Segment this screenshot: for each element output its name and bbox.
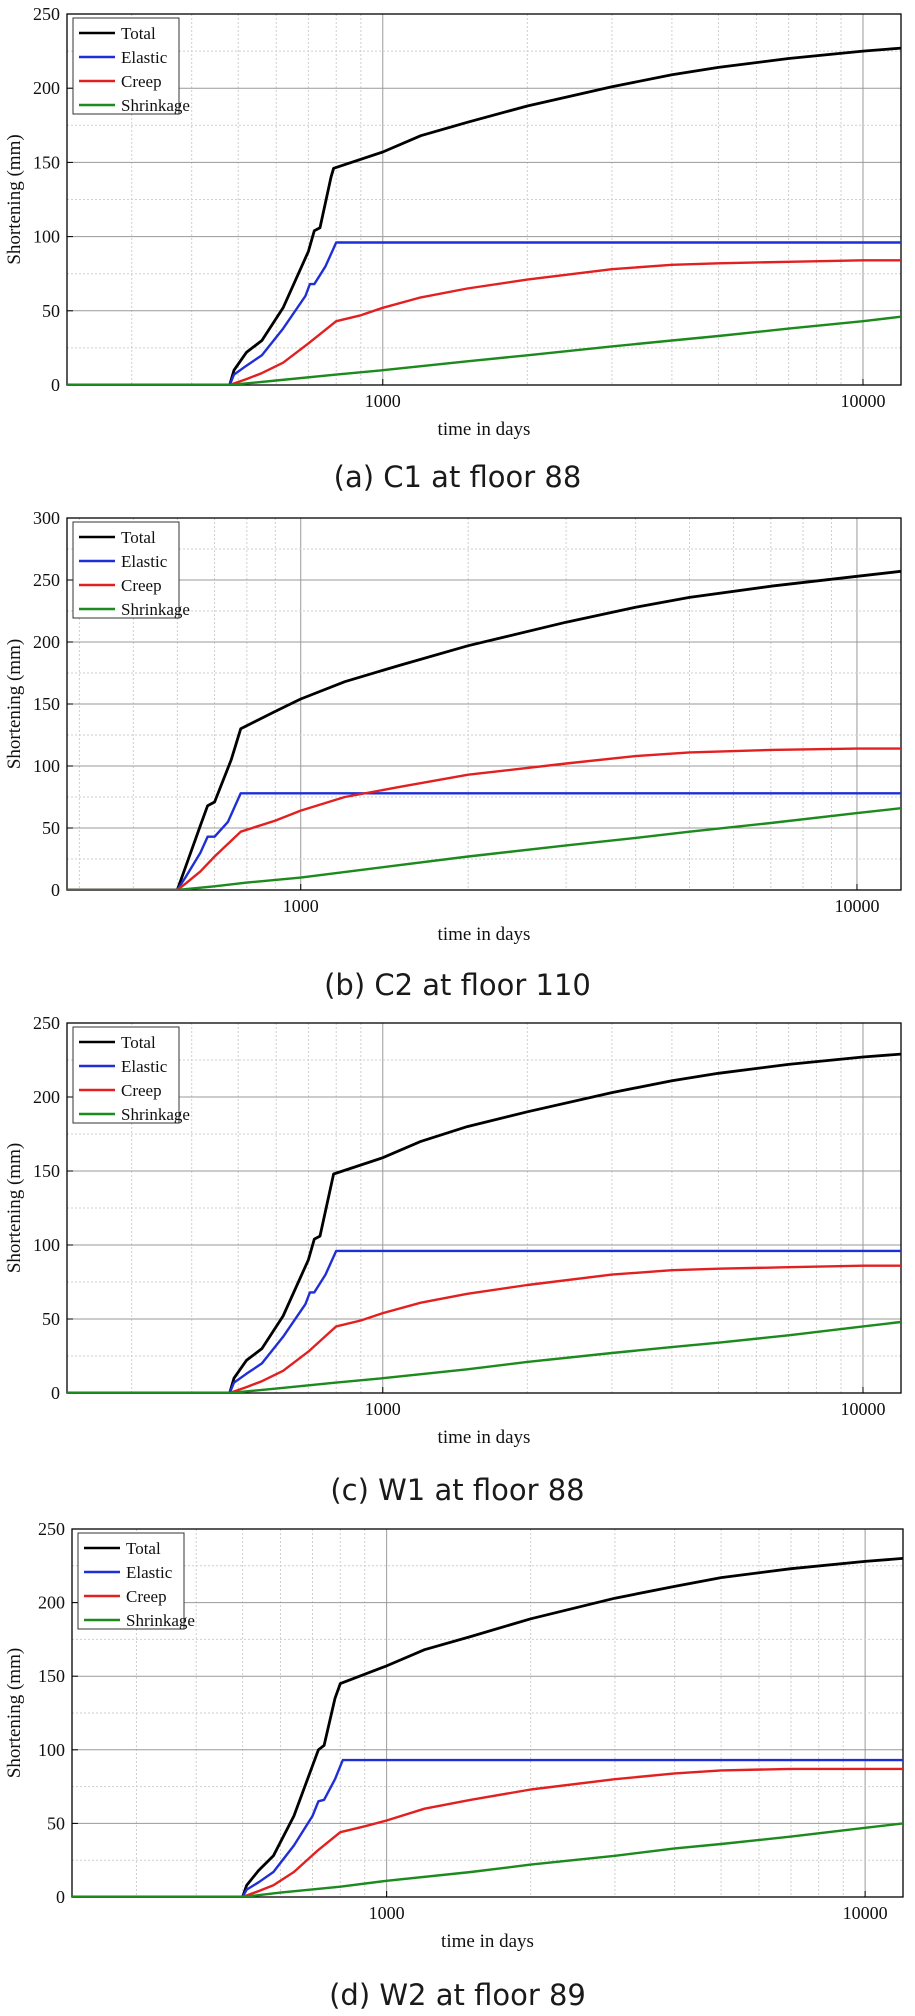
series-line-elastic	[67, 792, 901, 890]
legend-label-shrinkage: Shrinkage	[126, 1611, 195, 1630]
series-line-total	[67, 46, 901, 385]
y-tick-label: 50	[42, 301, 60, 321]
x-axis-title: time in days	[438, 419, 531, 440]
legend-label-elastic: Elastic	[121, 552, 168, 571]
legend-label-elastic: Elastic	[121, 48, 168, 67]
legend-label-creep: Creep	[121, 72, 162, 91]
series-line-shrinkage	[67, 807, 901, 890]
y-tick-label: 200	[33, 78, 60, 98]
chart-panel-a: 0 50 100 150 200 250 1000 10000 time in days Shor…	[0, 0, 915, 505]
grid	[67, 518, 901, 890]
y-tick-label: 300	[33, 508, 60, 528]
y-tick-label: 0	[56, 1887, 65, 1907]
y-tick-label: 200	[33, 1087, 60, 1107]
x-tick-label: 10000	[843, 1903, 888, 1923]
legend-label-shrinkage: Shrinkage	[121, 1105, 190, 1124]
y-tick-label: 200	[38, 1593, 65, 1613]
legend-label-total: Total	[121, 1033, 156, 1052]
series-line-creep	[67, 259, 901, 385]
chart-panel-b: 0 50 100 150 200 250 300 1000 10000 time in days S…	[0, 505, 915, 1010]
y-axis-title: Shortening (mm)	[4, 134, 25, 264]
chart-a-svg: 0 50 100 150 200 250 1000 10000 time in days Shor…	[4, 4, 902, 440]
legend-label-total: Total	[121, 24, 156, 43]
series-group	[67, 46, 901, 385]
x-tick-label: 10000	[834, 896, 879, 916]
grid	[72, 1529, 903, 1897]
series-line-total	[72, 1557, 903, 1897]
legend: Total Elastic Creep Shrinkage	[77, 1532, 195, 1630]
legend-label-creep: Creep	[126, 1587, 167, 1606]
y-axis-title: Shortening (mm)	[4, 1648, 25, 1778]
x-tick-label: 1000	[283, 896, 319, 916]
series-group	[72, 1557, 903, 1897]
series-line-elastic	[67, 241, 901, 385]
legend-label-elastic: Elastic	[121, 1057, 168, 1076]
y-tick-label: 250	[33, 4, 60, 24]
y-tick-label: 50	[47, 1813, 65, 1833]
y-tick-label: 150	[33, 1161, 60, 1181]
x-tick-label: 1000	[369, 1903, 405, 1923]
series-line-elastic	[67, 1249, 901, 1393]
chart-panel-d: 0 50 100 150 200 250 1000 10000 time in days Shor…	[0, 1515, 915, 2016]
x-tick-label: 10000	[840, 1399, 885, 1419]
y-tick-label: 150	[33, 152, 60, 172]
y-tick-label: 50	[42, 818, 60, 838]
y-axis-title: Shortening (mm)	[4, 639, 25, 769]
series-line-creep	[72, 1767, 903, 1897]
series-line-creep	[67, 747, 901, 890]
legend-label-creep: Creep	[121, 1081, 162, 1100]
legend-label-creep: Creep	[121, 576, 162, 595]
y-tick-label: 100	[33, 756, 60, 776]
y-tick-label: 0	[51, 375, 60, 395]
y-axis-title: Shortening (mm)	[4, 1143, 25, 1273]
series-group	[67, 569, 901, 890]
y-tick-label: 200	[33, 632, 60, 652]
y-tick-label: 250	[33, 1013, 60, 1033]
legend: Total Elastic Creep Shrinkage	[72, 521, 190, 619]
plot-frame	[71, 1528, 904, 1898]
legend: Total Elastic Creep Shrinkage	[72, 17, 190, 115]
series-line-creep	[67, 1264, 901, 1393]
y-tick-label: 50	[42, 1309, 60, 1329]
y-tick-label: 100	[33, 1235, 60, 1255]
legend-label-total: Total	[126, 1539, 161, 1558]
x-tick-label: 1000	[365, 1399, 401, 1419]
caption-a: (a) C1 at floor 88	[333, 460, 582, 494]
caption-d: (d) W2 at floor 89	[329, 1978, 586, 2012]
x-axis-title: time in days	[438, 1427, 531, 1448]
series-line-shrinkage	[67, 1320, 901, 1393]
x-tick-label: 1000	[365, 391, 401, 411]
x-tick-label: 10000	[840, 391, 885, 411]
series-line-shrinkage	[67, 315, 901, 385]
chart-panel-c: 0 50 100 150 200 250 1000 10000 time in days Shor…	[0, 1010, 915, 1515]
plot-frame	[66, 13, 902, 386]
legend: Total Elastic Creep Shrinkage	[72, 1026, 190, 1124]
legend-label-shrinkage: Shrinkage	[121, 96, 190, 115]
chart-b-svg: 0 50 100 150 200 250 300 1000 10000 time in days S…	[4, 508, 902, 945]
x-axis-title: time in days	[438, 924, 531, 945]
y-tick-label: 150	[38, 1666, 65, 1686]
y-tick-label: 0	[51, 880, 60, 900]
chart-d-svg: 0 50 100 150 200 250 1000 10000 time in days Shor…	[4, 1519, 904, 1952]
legend-label-shrinkage: Shrinkage	[121, 600, 190, 619]
y-tick-label: 100	[33, 227, 60, 247]
y-tick-label: 150	[33, 694, 60, 714]
y-tick-label: 0	[51, 1383, 60, 1403]
grid	[67, 1023, 901, 1393]
caption-b: (b) C2 at floor 110	[324, 968, 591, 1002]
y-tick-label: 250	[38, 1519, 65, 1539]
series-line-shrinkage	[72, 1822, 903, 1897]
series-line-elastic	[72, 1758, 903, 1897]
plot-frame	[66, 1022, 902, 1394]
series-line-total	[67, 1052, 901, 1393]
legend-label-total: Total	[121, 528, 156, 547]
y-tick-label: 100	[38, 1740, 65, 1760]
series-line-total	[67, 569, 901, 890]
x-axis-title: time in days	[441, 1931, 534, 1952]
series-group	[67, 1052, 901, 1393]
caption-c: (c) W1 at floor 88	[330, 1473, 585, 1507]
y-tick-label: 250	[33, 570, 60, 590]
chart-c-svg: 0 50 100 150 200 250 1000 10000 time in days Shor…	[4, 1013, 902, 1448]
legend-label-elastic: Elastic	[126, 1563, 173, 1582]
